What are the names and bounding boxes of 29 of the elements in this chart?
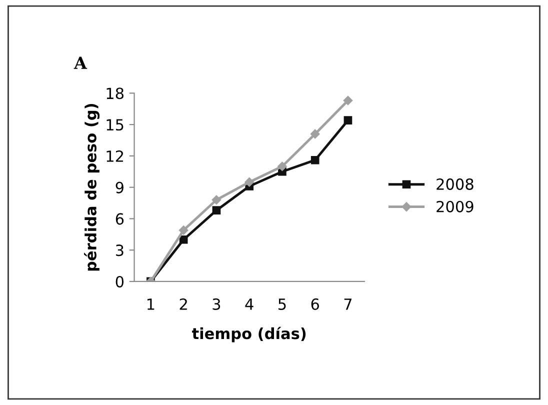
x-tick-label: 2 xyxy=(180,298,187,310)
legend-label: 2009 xyxy=(436,200,474,212)
x-tick-label: 7 xyxy=(344,298,352,310)
y-axis-title: pérdida de peso (g) xyxy=(84,104,100,271)
point xyxy=(310,129,320,139)
point xyxy=(212,206,221,214)
y-tick-label: 12 xyxy=(106,150,124,162)
point xyxy=(244,177,254,187)
y-tick-label: 15 xyxy=(106,119,124,131)
x-tick-label: 3 xyxy=(212,298,220,310)
x-tick-label: 4 xyxy=(245,298,254,310)
x-tick-label: 1 xyxy=(148,298,154,310)
point xyxy=(344,116,352,125)
x-tick-label: 6 xyxy=(311,298,319,310)
y-tick-label: 6 xyxy=(116,213,124,225)
y-tick-label: 9 xyxy=(116,182,124,194)
point xyxy=(343,96,353,106)
y-tick-label: 3 xyxy=(116,244,124,256)
point xyxy=(278,162,287,172)
point xyxy=(212,195,222,204)
x-tick-label: 5 xyxy=(278,298,286,310)
point xyxy=(179,235,188,244)
x-axis-title: tiempo (días) xyxy=(192,326,306,342)
y-tick-label: 0 xyxy=(116,276,124,288)
legend-label: 2008 xyxy=(436,178,474,190)
y-tick-label: 18 xyxy=(106,88,124,100)
point xyxy=(178,226,188,235)
chart-title: A xyxy=(74,56,88,69)
point xyxy=(310,156,320,164)
